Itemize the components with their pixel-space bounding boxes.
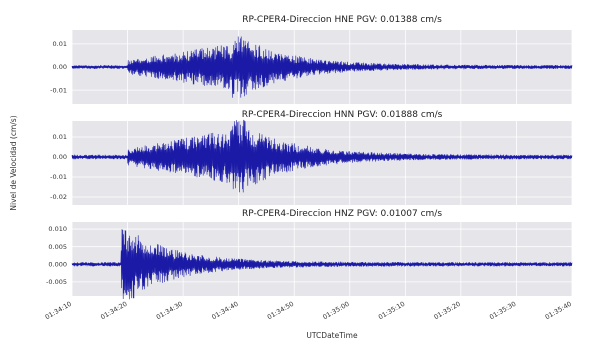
x-tick-label: 01:35:30: [488, 300, 517, 322]
y-tick-label: 0.01: [53, 40, 67, 48]
y-tick-label: -0.01: [50, 173, 67, 181]
y-tick-label: 0.00: [53, 153, 67, 161]
panel-2: 0.01 0.00 -0.01 -0.02 RP-CPER4-Direccion HNN…: [50, 110, 573, 205]
x-tick-label: 01:34:30: [155, 300, 184, 322]
y-tick-label: -0.005: [46, 278, 67, 286]
x-tick-label: 01:35:00: [321, 300, 350, 322]
panel-1: 0.01 0.00 -0.01 RP-CPER4-Direccion HNE PGV:…: [50, 15, 573, 104]
x-tick-label: 01:34:10: [44, 300, 73, 322]
panel-3: 0.010 0.005 0.000 -0.005 RP-CPER4-Direccion …: [46, 209, 573, 300]
panel-title: RP-CPER4-Direccion HNE PGV: 0.01388 cm/s: [242, 15, 442, 25]
waveform-line: [71, 36, 573, 98]
x-tick-label: 01:34:20: [99, 300, 128, 322]
x-tick-label: 01:35:10: [377, 300, 406, 322]
y-tick-label: 0.000: [48, 260, 67, 268]
panel-title: RP-CPER4-Direccion HNN PGV: 0.01888 cm/s: [242, 110, 443, 120]
x-axis-label: UTCDateTime: [306, 331, 358, 340]
x-tick-label: 01:35:20: [433, 300, 462, 322]
y-tick-label: -0.01: [50, 86, 67, 94]
x-tick-label: 01:34:40: [210, 300, 239, 322]
y-tick-label: 0.00: [53, 63, 67, 71]
y-tick-label: 0.01: [53, 133, 67, 141]
waveform-line: [71, 119, 573, 193]
x-tick-label: 01:35:40: [544, 300, 573, 322]
panel-title: RP-CPER4-Direccion HNZ PGV: 0.01007 cm/s: [242, 209, 442, 219]
y-tick-label: -0.02: [50, 193, 67, 201]
y-tick-label: 0.010: [48, 225, 67, 233]
y-axis-label: Nivel de Velocidad (cm/s): [9, 115, 18, 210]
x-tick-label: 01:34:50: [266, 300, 295, 322]
y-tick-label: 0.005: [48, 243, 67, 251]
waveform-line: [71, 229, 573, 300]
